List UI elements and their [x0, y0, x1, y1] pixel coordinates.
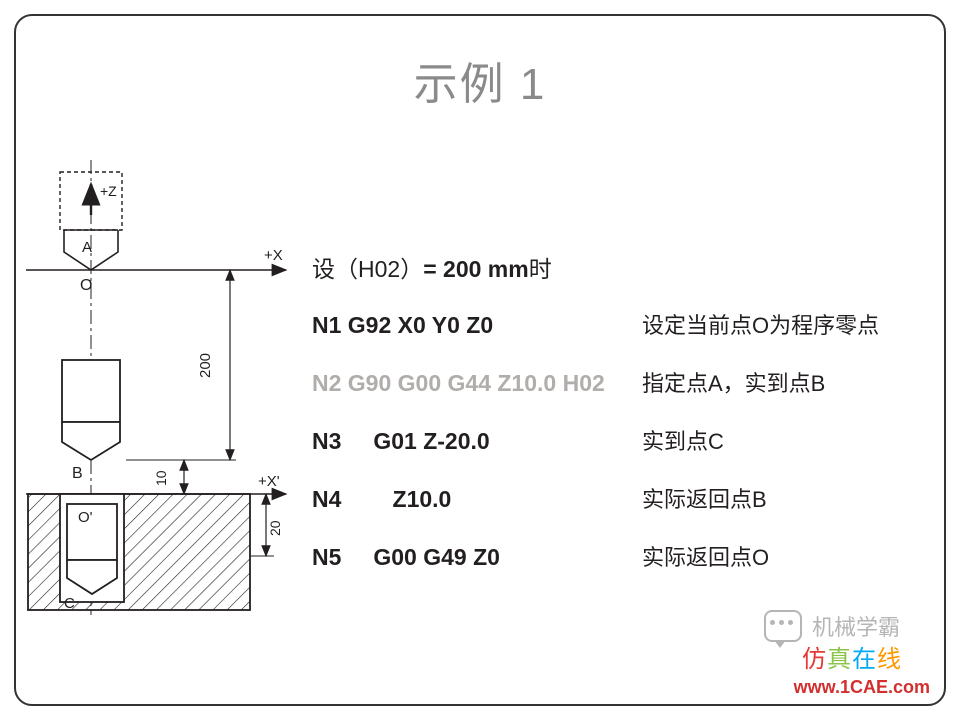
dim-10: 10 [153, 470, 169, 486]
code-row-5: N5 G00 G49 Z0 实际返回点O [312, 540, 932, 572]
desc-3: 实到点C [642, 424, 724, 456]
desc-1: 设定当前点O为程序零点 [642, 308, 879, 340]
label-C: C [64, 595, 75, 612]
code-3: N3 G01 Z-20.0 [312, 428, 632, 455]
label-B: B [72, 465, 83, 482]
code-row-1: N1 G92 X0 Y0 Z0 设定当前点O为程序零点 [312, 308, 932, 340]
desc-2: 指定点A，实到点B [642, 366, 825, 398]
dim-20: 20 [267, 520, 283, 536]
header-suffix: 时 [529, 256, 552, 282]
desc-4: 实际返回点B [642, 482, 767, 514]
header-bold: = 200 mm [423, 256, 529, 282]
code-row-2: N2 G90 G00 G44 Z10.0 H02 指定点A，实到点B [312, 366, 932, 398]
code-row-3: N3 G01 Z-20.0 实到点C [312, 424, 932, 456]
label-plusZ: +Z [100, 183, 117, 199]
gcode-block: 设（H02）= 200 mm时 N1 G92 X0 Y0 Z0 设定当前点O为程… [312, 250, 932, 598]
watermark-url: www.1CAE.com [794, 677, 930, 698]
watermark-wechat: 机械学霸 [764, 610, 900, 642]
code-1: N1 G92 X0 Y0 Z0 [312, 312, 632, 339]
code-4: N4 Z10.0 [312, 486, 632, 513]
slide-title: 示例 1 [0, 48, 960, 112]
code-5: N5 G00 G49 Z0 [312, 544, 632, 571]
header-prefix: 设（H02） [312, 256, 423, 282]
dim-200: 200 [197, 353, 214, 378]
watermark-sim: 仿真在线 [802, 639, 902, 674]
header-line: 设（H02）= 200 mm时 [312, 250, 932, 284]
cnc-diagram: +X O A +Z B +X' [26, 160, 306, 620]
label-OPrime: O' [78, 509, 93, 526]
label-plusXPrime: +X' [258, 473, 280, 490]
code-row-4: N4 Z10.0 实际返回点B [312, 482, 932, 514]
chat-icon [764, 610, 802, 642]
label-plusX: +X [264, 247, 283, 264]
watermark-chat-text: 机械学霸 [812, 610, 900, 642]
code-2: N2 G90 G00 G44 Z10.0 H02 [312, 370, 632, 397]
desc-5: 实际返回点O [642, 540, 769, 572]
